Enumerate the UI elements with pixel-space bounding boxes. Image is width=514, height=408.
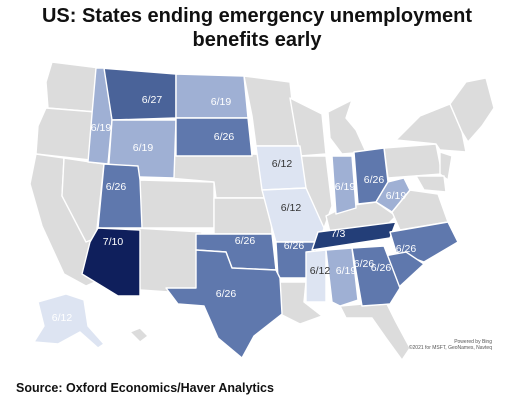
state-michigan bbox=[327, 99, 367, 155]
state-arizona bbox=[81, 227, 141, 297]
state-alabama bbox=[325, 247, 359, 307]
state-west-virginia bbox=[375, 177, 411, 213]
label-mississippi: 6/12 bbox=[310, 265, 331, 277]
state-wyoming bbox=[107, 119, 177, 179]
state-texas bbox=[165, 249, 283, 359]
label-wyoming: 6/19 bbox=[133, 142, 154, 154]
label-alabama: 6/19 bbox=[336, 265, 357, 277]
map-title: US: States ending emergency unemployment… bbox=[0, 4, 514, 52]
label-north-carolina: 6/26 bbox=[396, 243, 417, 255]
label-georgia: 6/26 bbox=[354, 258, 375, 270]
state-kansas bbox=[213, 197, 273, 235]
state-florida bbox=[339, 301, 411, 361]
label-montana: 6/27 bbox=[142, 94, 163, 106]
credit-line-2: ©2021 for MSFT, GeoNames, Navteq bbox=[408, 345, 492, 351]
state-new-mexico bbox=[135, 227, 203, 295]
label-tennessee: 7/3 bbox=[331, 228, 346, 240]
state-new-york bbox=[395, 103, 467, 153]
base-states bbox=[29, 61, 495, 361]
label-oklahoma: 6/26 bbox=[235, 235, 256, 247]
state-washington bbox=[45, 61, 101, 113]
state-south-dakota bbox=[175, 117, 253, 157]
label-north-dakota: 6/19 bbox=[211, 96, 232, 108]
label-iowa: 6/12 bbox=[272, 158, 293, 170]
label-texas: 6/26 bbox=[216, 288, 237, 300]
state-mississippi bbox=[305, 249, 327, 303]
label-utah: 6/26 bbox=[106, 181, 127, 193]
state-alaska bbox=[33, 293, 105, 349]
state-tennessee bbox=[311, 221, 397, 251]
state-maryland-delaware bbox=[415, 175, 447, 193]
state-indiana bbox=[331, 155, 357, 215]
colored-states bbox=[33, 67, 459, 359]
title-line-1: US: States ending emergency unemployment bbox=[41, 5, 473, 27]
state-georgia bbox=[351, 245, 401, 307]
us-map: 6/27 6/19 6/19 6/19 6/26 6/12 6/26 6/12 … bbox=[29, 61, 495, 361]
state-oregon bbox=[35, 107, 97, 161]
label-ohio: 6/26 bbox=[364, 174, 385, 186]
title-line-2: benefits early bbox=[192, 29, 322, 51]
state-new-england bbox=[449, 77, 495, 143]
label-alaska: 6/12 bbox=[52, 312, 73, 324]
map-credit: Powered by Bing ©2021 for MSFT, GeoNames… bbox=[372, 339, 492, 351]
label-arkansas: 6/26 bbox=[284, 240, 305, 252]
state-new-jersey bbox=[439, 151, 453, 181]
source-note: Source: Oxford Economics/Haver Analytics bbox=[16, 381, 274, 395]
label-south-dakota: 6/26 bbox=[214, 131, 235, 143]
state-wisconsin bbox=[289, 97, 327, 157]
label-arizona: 7/10 bbox=[103, 236, 124, 248]
state-utah bbox=[97, 163, 143, 229]
state-hawaii bbox=[129, 327, 149, 343]
label-indiana: 6/19 bbox=[335, 181, 356, 193]
label-west-virginia: 6/19 bbox=[386, 190, 407, 202]
label-missouri: 6/12 bbox=[281, 202, 302, 214]
state-labels: 6/27 6/19 6/19 6/19 6/26 6/12 6/26 6/12 … bbox=[52, 94, 417, 324]
label-idaho: 6/19 bbox=[91, 122, 112, 134]
state-colorado bbox=[135, 179, 215, 229]
credit-line-1: Powered by Bing bbox=[454, 339, 492, 345]
state-pennsylvania bbox=[383, 143, 443, 179]
label-south-carolina: 6/26 bbox=[371, 262, 392, 274]
